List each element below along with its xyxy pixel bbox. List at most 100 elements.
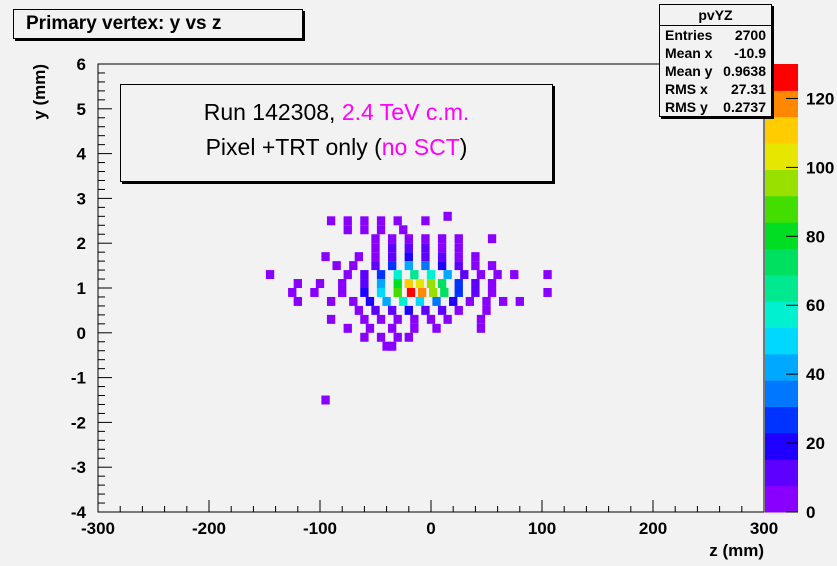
heatmap-bin <box>476 314 486 324</box>
heatmap-bin <box>426 314 436 324</box>
stats-label: Mean x <box>665 45 713 61</box>
heatmap-bin <box>406 288 416 297</box>
x-tick-label: 100 <box>528 519 556 538</box>
heatmap-bin <box>315 279 325 288</box>
heatmap-bin <box>376 314 386 324</box>
x-tick-label: 300 <box>750 519 778 538</box>
stats-box: pvYZ Entries 2700 Mean x -10.9 Mean y 0.963… <box>659 4 772 117</box>
color-scale-band <box>765 222 798 249</box>
heatmap-bin <box>454 234 463 244</box>
heatmap-bin <box>360 225 369 235</box>
heatmap-bin <box>437 305 447 315</box>
annotation-line-2: Pixel +TRT only (no SCT) <box>121 130 552 165</box>
y-tick-label: 4 <box>77 145 87 164</box>
heatmap-bin <box>293 279 302 288</box>
heatmap-bin <box>371 261 380 271</box>
y-tick-label: -1 <box>71 369 86 388</box>
heatmap-bin <box>376 270 386 280</box>
x-axis-label: z (mm) <box>709 541 764 560</box>
y-tick-label: 0 <box>77 324 86 343</box>
heatmap-bin <box>498 296 508 306</box>
heatmap-bin <box>421 252 430 262</box>
color-scale-band <box>765 248 798 276</box>
heatmap-bin <box>343 225 352 235</box>
color-scale-band <box>765 380 798 408</box>
stats-value: 27.31 <box>730 81 766 97</box>
heatmap-bin <box>293 296 302 306</box>
heatmap-bin <box>493 270 502 280</box>
heatmap-bin <box>454 252 463 262</box>
z-tick-label: 40 <box>806 365 825 384</box>
heatmap-bin <box>432 323 441 333</box>
detector-text: Pixel +TRT only ( <box>205 134 382 160</box>
stats-label: RMS x <box>665 81 708 97</box>
heatmap-bin <box>487 288 497 297</box>
heatmap-bin <box>387 341 397 351</box>
heatmap-bin <box>349 261 358 271</box>
y-tick-label: -4 <box>71 503 87 522</box>
heatmap-bin <box>471 279 480 288</box>
color-scale-band <box>765 143 798 170</box>
closing-paren-text: ) <box>459 134 468 160</box>
x-axis-ticks: -300 -200 -100 0 100 200 300 <box>81 500 778 538</box>
heatmap-bin <box>382 296 391 306</box>
heatmap-bin <box>387 252 397 262</box>
y-tick-label: 6 <box>77 55 86 74</box>
heatmap-bin <box>404 332 413 342</box>
heatmap-bin <box>421 261 430 271</box>
annotation-line-1: Run 142308, 2.4 TeV c.m. <box>121 95 552 130</box>
heatmap-bin <box>471 252 480 262</box>
color-scale-bar: 0 20 40 60 80 100 120 <box>765 64 834 522</box>
stats-value: 2700 <box>734 27 766 43</box>
heatmap-bin <box>404 252 413 262</box>
heatmap-bin <box>510 270 519 280</box>
heatmap-bin <box>421 216 430 226</box>
heatmap-bin <box>410 270 419 280</box>
stats-row: Mean x -10.9 <box>660 44 771 62</box>
z-tick-label: 20 <box>806 434 825 453</box>
stats-row: Entries 2700 <box>660 26 771 44</box>
heatmap-bin <box>376 216 386 226</box>
heatmap-bin <box>371 305 380 315</box>
heatmap-bin <box>437 279 447 288</box>
heatmap-bin <box>360 314 369 324</box>
color-scale-band <box>765 459 798 487</box>
y-tick-label: -2 <box>71 413 86 432</box>
energy-text: 2.4 TeV c.m. <box>341 99 470 125</box>
x-tick-label: -300 <box>81 519 115 538</box>
heatmap-bin <box>371 252 380 262</box>
color-scale-band <box>765 485 798 513</box>
heatmap-bin <box>437 234 447 244</box>
heatmap-bin <box>426 279 436 288</box>
heatmap-bin <box>349 296 358 306</box>
heatmap-bin <box>387 234 397 244</box>
heatmap-bin <box>426 270 436 280</box>
heatmap-bin <box>393 288 402 297</box>
heatmap-bin <box>443 211 452 221</box>
heatmap-bin <box>343 270 352 280</box>
heatmap-bin <box>482 296 491 306</box>
stats-row: RMS y 0.2737 <box>660 98 771 116</box>
heatmap-bin <box>449 296 458 306</box>
heatmap-bin <box>360 288 369 297</box>
heatmap-bin <box>371 243 380 253</box>
heatmap-bin <box>371 234 380 244</box>
heatmap-bin <box>326 296 336 306</box>
heatmap-bin <box>415 279 425 288</box>
heatmap-bin <box>421 305 430 315</box>
heatmap-bin <box>343 323 352 333</box>
heatmap-bin <box>410 314 419 324</box>
heatmap-bin <box>354 252 364 262</box>
stats-label: RMS y <box>665 99 708 115</box>
heatmap-bin <box>365 323 375 333</box>
color-scale-band <box>765 116 798 144</box>
z-tick-label: 60 <box>806 296 825 315</box>
heatmap-bin <box>404 261 413 271</box>
heatmap-bin <box>543 270 552 280</box>
stats-value: 0.2737 <box>723 99 766 115</box>
run-info-annotation: Run 142308, 2.4 TeV c.m. Pixel +TRT only… <box>120 84 553 182</box>
heatmap-bin <box>421 243 430 253</box>
color-scale-band <box>765 195 798 223</box>
heatmap-bin <box>454 279 463 288</box>
